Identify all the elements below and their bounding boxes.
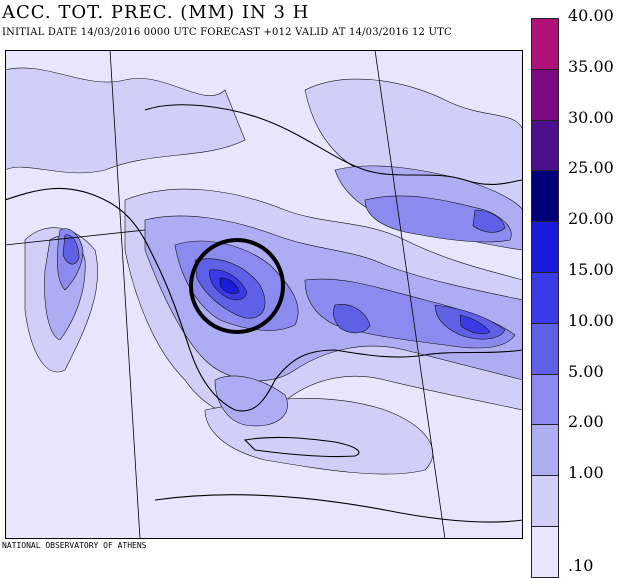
legend-label: 15.00 [568, 260, 614, 279]
legend-swatch [531, 221, 559, 273]
footer-credit: NATIONAL OBSERVATORY OF ATHENS [2, 541, 147, 550]
legend-swatch [531, 18, 559, 70]
legend-label: 10.00 [568, 310, 614, 330]
legend-swatch [531, 272, 559, 324]
legend-swatch [531, 119, 559, 172]
map-title: ACC. TOT. PREC. (MM) IN 3 H [2, 2, 310, 23]
precip-band-20 [219, 277, 240, 295]
legend-label: 2.00 [568, 412, 604, 432]
legend-label: 35.00 [568, 56, 614, 76]
map-subtitle: INITIAL DATE 14/03/2016 0000 UTC FORECAS… [2, 27, 452, 38]
legend-swatch [531, 322, 559, 375]
legend-swatch [531, 424, 559, 477]
coastline [5, 104, 523, 523]
legend-label: 25.00 [568, 158, 614, 178]
legend-swatch [531, 68, 559, 121]
legend-label: 40.00 [568, 6, 614, 25]
legend-label: 20.00 [568, 209, 614, 229]
legend-label: 30.00 [568, 107, 614, 127]
legend-label: .10 [568, 556, 594, 575]
grid-lines [5, 50, 446, 539]
color-legend: 40.00 35.00 30.00 25.00 20.00 15.00 10.00 5.00 2… [531, 6, 625, 578]
precipitation-map [5, 50, 523, 539]
legend-swatch [531, 373, 559, 426]
legend-label: 5.00 [568, 361, 604, 381]
legend-label: 1.00 [568, 463, 604, 483]
legend-swatch [531, 475, 559, 527]
legend-swatch [531, 170, 559, 223]
map-svg [5, 50, 523, 539]
legend-swatch [531, 526, 559, 578]
map-frame [5, 50, 523, 539]
highlight-circle [189, 238, 285, 334]
